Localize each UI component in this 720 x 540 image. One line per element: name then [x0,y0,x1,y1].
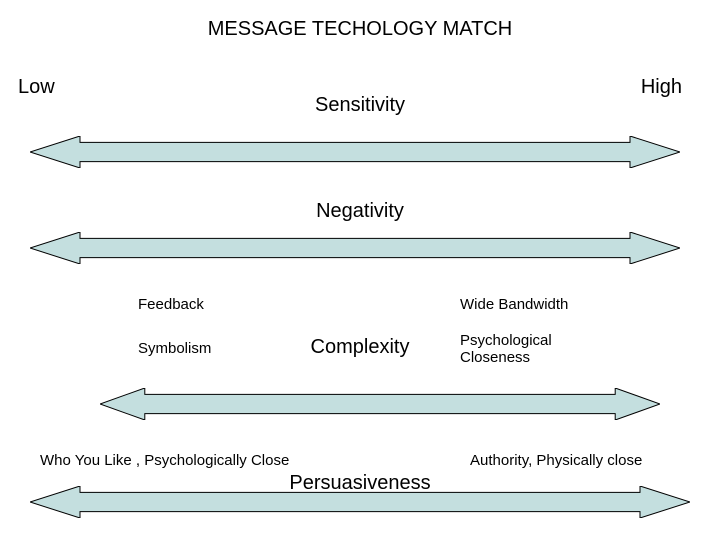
persuasiveness-left-label: Who You Like , Psychologically Close [40,452,289,469]
page-title: MESSAGE TECHOLOGY MATCH [0,18,720,41]
complexity-psychcloseness-label: Psychological Closeness [460,332,552,367]
sensitivity-arrow [30,136,680,168]
negativity-arrow [30,232,680,264]
persuasiveness-right-label: Authority, Physically close [470,452,642,469]
complexity-widebandwidth-label: Wide Bandwidth [460,296,568,313]
negativity-label: Negativity [0,200,720,223]
complexity-label: Complexity [0,336,720,359]
sensitivity-label: Sensitivity [0,94,720,117]
persuasiveness-arrow [30,486,690,518]
complexity-arrow [100,388,660,420]
complexity-feedback-label: Feedback [138,296,204,313]
